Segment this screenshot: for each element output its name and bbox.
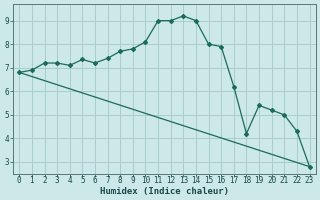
X-axis label: Humidex (Indice chaleur): Humidex (Indice chaleur) [100,187,229,196]
